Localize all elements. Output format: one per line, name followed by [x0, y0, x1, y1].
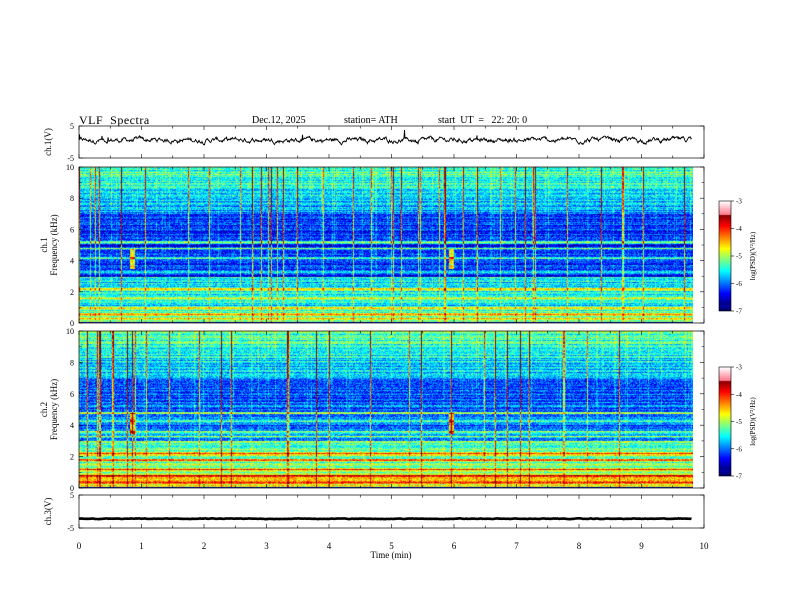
colorbar-label: log(PSD)(V²/Hz) [749, 397, 757, 446]
ch2-freq-tick-label: 0 [70, 484, 74, 493]
ch2-frequency-axis-label: Frequency (kHz) [49, 379, 59, 440]
colorbar-tick-label: -3 [736, 364, 742, 372]
ch1-frequency-axis-label: Frequency (kHz) [49, 214, 59, 275]
colorbar-tick-label: -3 [736, 198, 742, 206]
ch3-y-tick-label: 5 [70, 491, 74, 500]
ch1-freq-tick-label: 2 [70, 288, 74, 297]
x-tick-label: 10 [700, 541, 710, 551]
ch2-freq-tick-label: 4 [70, 421, 74, 430]
ch3-waveform-frame [78, 494, 705, 529]
ch3-voltage-axis-label: ch.3(V) [43, 498, 53, 526]
ch1-colorbar [719, 201, 731, 311]
x-tick-label: 7 [514, 541, 519, 551]
chart-title: VLF Spectra [79, 113, 150, 127]
axis-ticks [78, 125, 734, 529]
axis-labels: -3 -4 -5 -6 -7 log(PSD)(V²/Hz) -3 -4 -5 -6 -7 log(P… [39, 122, 757, 560]
ch1-freq-tick-label: 8 [70, 194, 74, 203]
colorbar-tick-label: -5 [736, 253, 742, 261]
colorbar-tick-label: -6 [736, 280, 742, 288]
x-axis-label: Time (min) [371, 550, 412, 560]
x-tick-label: 8 [577, 541, 582, 551]
x-tick-label: 2 [202, 541, 207, 551]
ch1-channel-label: ch.1 [39, 237, 49, 252]
ch2-spectrogram-image [79, 331, 693, 488]
ch2-freq-tick-label: 8 [70, 358, 74, 367]
ch1-freq-tick-label: 6 [70, 225, 74, 234]
colorbar-tick-label: -7 [736, 308, 742, 316]
date-label: Dec.12, 2025 [252, 115, 306, 126]
colorbar-tick-label: -5 [736, 418, 742, 426]
ch2-freq-tick-label: 2 [70, 453, 74, 462]
ch2-channel-label: ch.2 [39, 402, 49, 417]
ch1-waveform-line [78, 130, 692, 146]
colorbar-label: log(PSD)(V²/Hz) [749, 231, 757, 280]
ch1-voltage-axis-label: ch.1(V) [43, 128, 53, 156]
spectrogram-layer [78, 130, 731, 521]
colorbar-tick-label: -4 [736, 391, 742, 399]
ch1-freq-tick-label: 0 [70, 319, 74, 328]
ch1-y-tick-label: 5 [70, 122, 74, 131]
ch2-colorbar [719, 367, 731, 476]
x-tick-label: 0 [77, 541, 82, 551]
ch2-freq-tick-label: 6 [70, 390, 74, 399]
ch1-y-tick-label: -5 [67, 154, 74, 163]
ch1-spectrogram-image [79, 167, 693, 323]
ch1-freq-tick-label: 4 [70, 257, 74, 266]
ch3-waveform-line [78, 516, 692, 521]
x-tick-label: 6 [452, 541, 457, 551]
x-tick-label: 1 [139, 541, 144, 551]
ch1-freq-tick-label: 10 [66, 163, 74, 172]
colorbar-tick-label: -7 [736, 473, 742, 481]
x-tick-label: 4 [327, 541, 332, 551]
station-label: station= ATH [344, 115, 398, 126]
ch2-freq-tick-label: 10 [66, 327, 74, 336]
x-tick-label: 9 [639, 541, 644, 551]
start-time-label: start UT = 22: 20: 0 [438, 115, 528, 126]
ch3-y-tick-label: -5 [67, 524, 74, 533]
x-tick-label: 5 [389, 541, 394, 551]
x-tick-label: 3 [264, 541, 269, 551]
colorbar-tick-label: -6 [736, 445, 742, 453]
colorbar-tick-label: -4 [736, 225, 742, 233]
